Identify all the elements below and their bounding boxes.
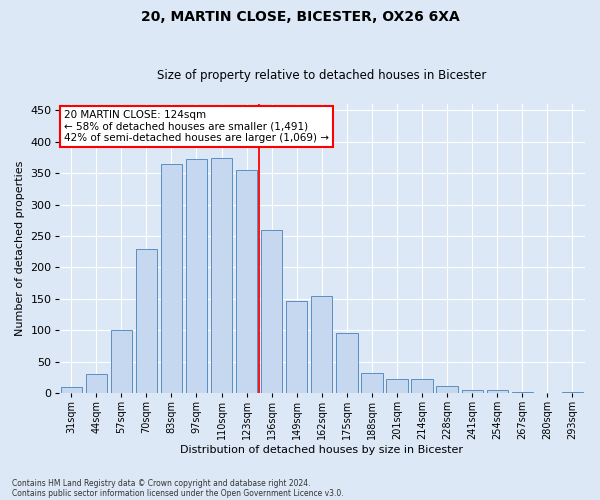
Bar bbox=[136, 248, 157, 393]
Text: 20 MARTIN CLOSE: 124sqm
← 58% of detached houses are smaller (1,491)
42% of semi: 20 MARTIN CLOSE: 124sqm ← 58% of detache… bbox=[64, 110, 329, 143]
X-axis label: Distribution of detached houses by size in Bicester: Distribution of detached houses by size … bbox=[181, 445, 463, 455]
Bar bbox=[211, 158, 232, 393]
Bar bbox=[311, 296, 332, 393]
Bar bbox=[412, 380, 433, 393]
Bar bbox=[61, 387, 82, 393]
Bar bbox=[186, 158, 207, 393]
Bar bbox=[461, 390, 483, 393]
Text: Contains HM Land Registry data © Crown copyright and database right 2024.: Contains HM Land Registry data © Crown c… bbox=[12, 478, 311, 488]
Bar bbox=[86, 374, 107, 393]
Bar bbox=[512, 392, 533, 393]
Bar bbox=[386, 380, 407, 393]
Bar bbox=[436, 386, 458, 393]
Text: 20, MARTIN CLOSE, BICESTER, OX26 6XA: 20, MARTIN CLOSE, BICESTER, OX26 6XA bbox=[140, 10, 460, 24]
Bar bbox=[361, 373, 383, 393]
Title: Size of property relative to detached houses in Bicester: Size of property relative to detached ho… bbox=[157, 69, 487, 82]
Bar bbox=[236, 170, 257, 393]
Bar bbox=[110, 330, 132, 393]
Text: Contains public sector information licensed under the Open Government Licence v3: Contains public sector information licen… bbox=[12, 488, 344, 498]
Bar bbox=[562, 392, 583, 393]
Bar bbox=[261, 230, 283, 393]
Bar bbox=[161, 164, 182, 393]
Y-axis label: Number of detached properties: Number of detached properties bbox=[15, 161, 25, 336]
Bar bbox=[286, 300, 307, 393]
Bar bbox=[336, 334, 358, 393]
Bar bbox=[487, 390, 508, 393]
